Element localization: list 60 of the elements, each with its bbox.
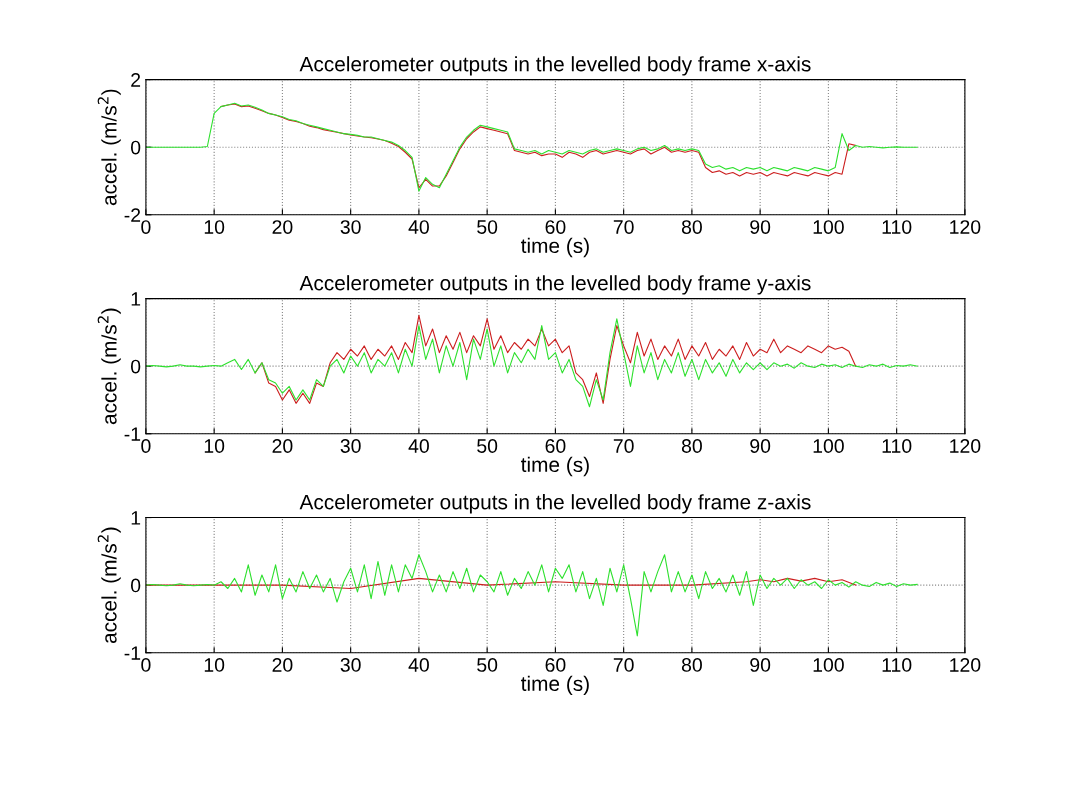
x-tick-label: 90 [750, 658, 771, 672]
x-tick-label: 120 [950, 658, 981, 672]
line-series [145, 318, 918, 408]
line-series [145, 554, 918, 637]
y-tick-label: 1 [131, 292, 141, 306]
x-tick-label: 30 [340, 658, 361, 672]
x-tick-label: 50 [477, 658, 498, 672]
y-tick-label: -2 [124, 208, 141, 222]
line-series [145, 102, 918, 192]
x-tick-label: 120 [950, 220, 981, 234]
x-tick-label: 50 [477, 439, 498, 453]
y-axis-title: accel. (m/s$^{2}$) [97, 89, 121, 206]
y-tick-label: 2 [131, 73, 141, 87]
x-tick-label: 60 [545, 658, 566, 672]
x-tick-label: 100 [813, 439, 844, 453]
y-tick-label: -1 [124, 646, 141, 660]
x-tick-label: 20 [272, 220, 293, 234]
x-tick-label: 40 [408, 439, 429, 453]
x-tick-label: 60 [545, 439, 566, 453]
x-tick-label: 90 [750, 439, 771, 453]
x-tick-label: 30 [340, 220, 361, 234]
x-tick-label: 120 [950, 439, 981, 453]
x-tick-label: 20 [272, 439, 293, 453]
x-tick-label: 10 [204, 220, 225, 234]
x-tick-label: 0 [141, 658, 151, 672]
x-tick-label: 20 [272, 658, 293, 672]
x-tick-label: 0 [141, 439, 151, 453]
x-tick-label: 30 [340, 439, 361, 453]
x-tick-label: 10 [204, 439, 225, 453]
chart-title: Accelerometer outputs in the levelled body frame x-axis [299, 56, 811, 76]
x-tick-label: 70 [613, 220, 634, 234]
y-axis-title: accel. (m/s$^{2}$) [97, 527, 121, 644]
x-tick-label: 70 [613, 658, 634, 672]
y-tick-label: 0 [130, 578, 141, 593]
x-tick-label: 70 [613, 439, 634, 453]
y-tick-label: -1 [124, 427, 141, 441]
y-tick-label: 0 [130, 140, 141, 155]
x-tick-label: 80 [681, 658, 702, 672]
y-tick-label: 1 [131, 511, 141, 525]
chart-title: Accelerometer outputs in the levelled body frame z-axis [299, 494, 811, 514]
x-tick-label: 80 [681, 220, 702, 234]
x-tick-label: 80 [681, 439, 702, 453]
x-tick-label: 100 [813, 658, 844, 672]
x-tick-label: 10 [204, 658, 225, 672]
x-axis-title: time (s) [521, 237, 589, 258]
x-tick-label: 60 [545, 220, 566, 234]
x-tick-label: 100 [813, 220, 844, 234]
x-axis-title: time (s) [521, 675, 589, 696]
x-tick-label: 90 [750, 220, 771, 234]
x-tick-label: 110 [882, 220, 912, 234]
x-tick-label: 50 [477, 220, 498, 234]
y-tick-label: 0 [130, 359, 141, 374]
y-axis-title: accel. (m/s$^{2}$) [97, 308, 121, 425]
x-tick-label: 40 [408, 220, 429, 234]
chart-title: Accelerometer outputs in the levelled body frame y-axis [299, 275, 811, 295]
x-tick-label: 110 [882, 658, 912, 672]
x-tick-label: 0 [141, 220, 151, 234]
x-tick-label: 110 [882, 439, 912, 453]
x-axis-title: time (s) [521, 456, 589, 477]
x-tick-label: 40 [408, 658, 429, 672]
